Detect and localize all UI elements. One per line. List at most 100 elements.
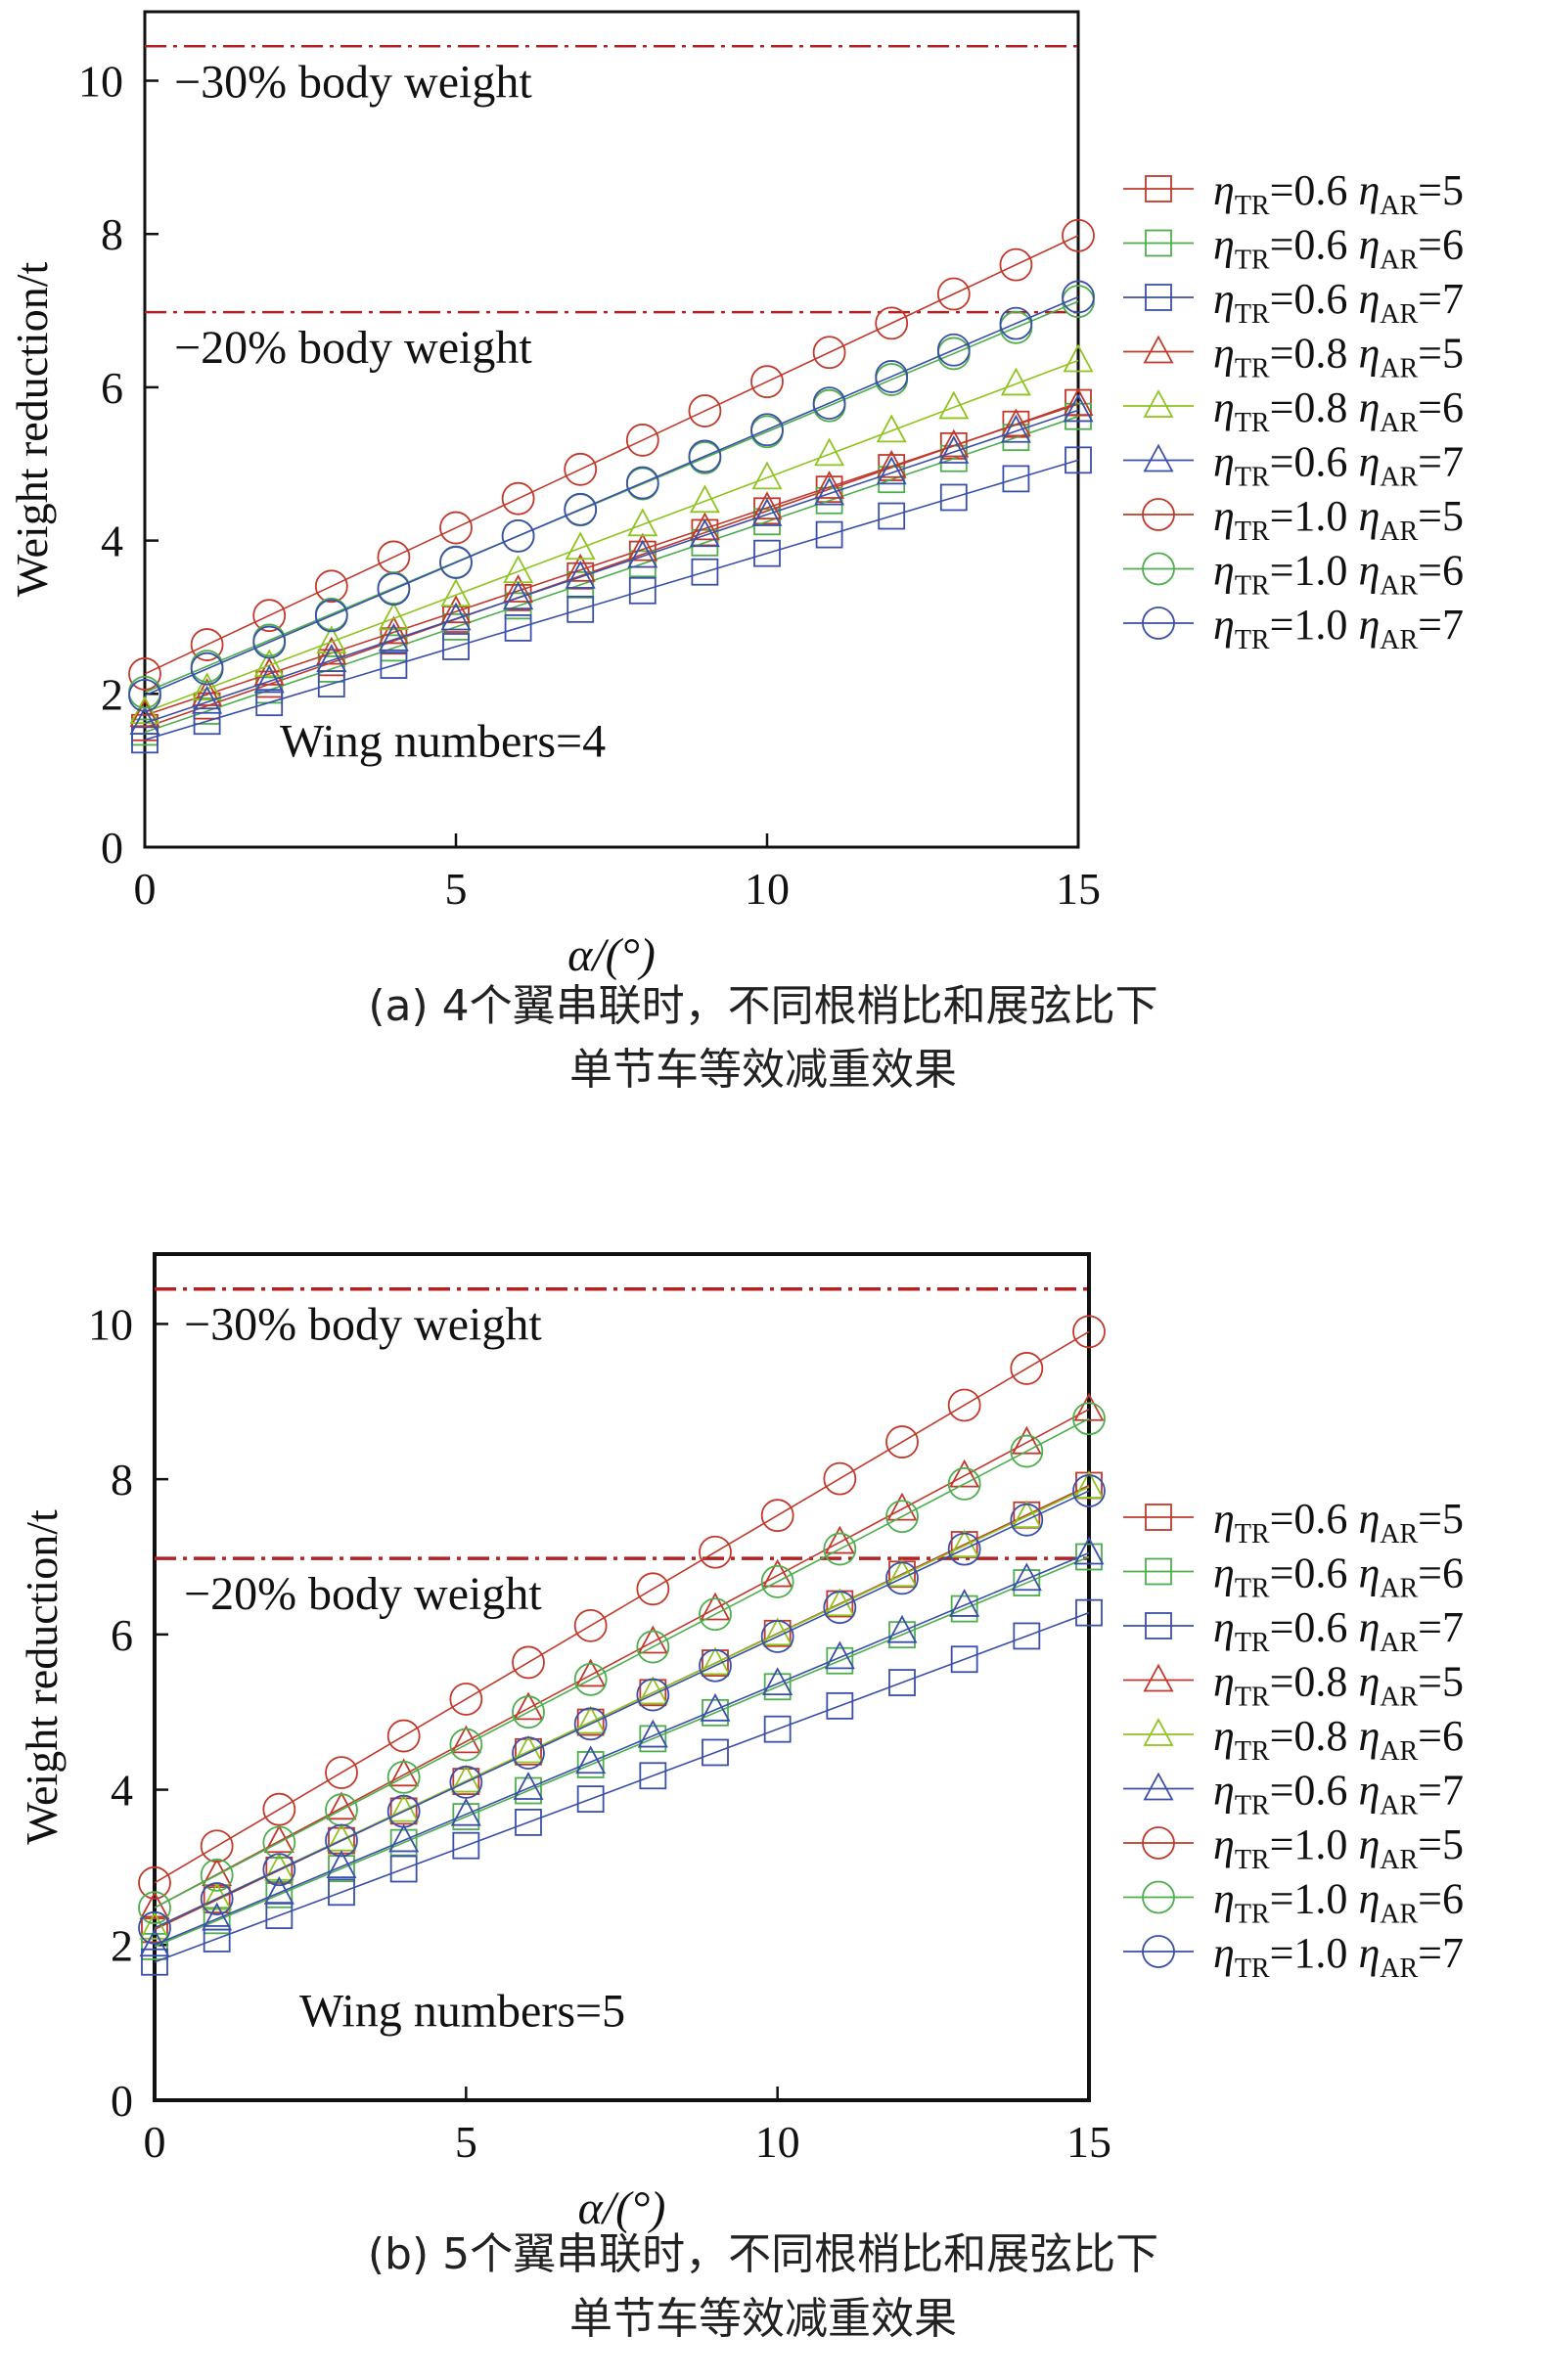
legend-label: ηTR=0.8 ηAR=5 (1213, 330, 1464, 384)
x-axis-label: α/(°) (567, 929, 656, 981)
data-point-square (576, 1708, 605, 1736)
legend-marker-square (1145, 175, 1172, 202)
legend-entry: ηTR=0.6 ηAR=6 (1123, 221, 1464, 276)
data-point-triangle (450, 1725, 481, 1754)
data-point-triangle (886, 1558, 918, 1588)
series-line (144, 359, 1079, 713)
legend-entry: ηTR=1.0 ηAR=7 (1123, 1929, 1464, 1984)
data-point-circle (200, 1882, 234, 1915)
series-line (144, 403, 1079, 716)
legend-entry: ηTR=0.6 ηAR=7 (1123, 438, 1464, 493)
series-line (144, 409, 1079, 724)
data-point-square (691, 558, 719, 586)
legend-marker-square (1145, 229, 1172, 257)
y-tick-label: 0 (101, 823, 123, 873)
legend-marker-circle (1142, 1880, 1175, 1914)
data-point-triangle (450, 1797, 481, 1826)
series-3 (131, 446, 1092, 754)
legend-label: ηTR=0.6 ηAR=6 (1213, 221, 1464, 276)
x-tick-label: 10 (755, 2117, 800, 2167)
data-point-square (452, 1768, 480, 1796)
data-point-triangle (876, 449, 907, 478)
legend-entry: ηTR=1.0 ηAR=7 (1123, 601, 1464, 655)
data-point-circle (885, 1500, 919, 1534)
data-point-circle (512, 1645, 545, 1680)
y-tick-label: 0 (111, 2076, 133, 2126)
figure-caption-line-1: (a) 4个翼串联时，不同根梢比和展弦比下 (368, 981, 1157, 1031)
data-point-circle (760, 1499, 794, 1533)
data-point-triangle (876, 456, 907, 485)
legend-label: ηTR=0.6 ηAR=7 (1213, 438, 1464, 493)
series-6 (139, 1536, 1105, 1957)
data-point-triangle (440, 595, 472, 624)
data-point-triangle (575, 1745, 607, 1774)
data-point-triangle (627, 532, 658, 561)
data-point-circle (625, 466, 659, 500)
data-point-triangle (139, 1928, 170, 1957)
series-9 (138, 1474, 1106, 1945)
data-point-square (815, 520, 843, 549)
data-point-circle (999, 247, 1033, 282)
data-point-triangle (689, 512, 720, 541)
legend-entry: ηTR=0.6 ηAR=5 (1123, 166, 1464, 221)
data-point-triangle (192, 685, 223, 714)
data-point-circle (386, 1760, 421, 1794)
data-point-triangle (1073, 1470, 1105, 1499)
data-point-circle (947, 1388, 981, 1422)
data-point-triangle (949, 1589, 980, 1617)
data-point-triangle (253, 649, 285, 678)
data-point-triangle (263, 1875, 295, 1905)
data-point-circle (699, 1535, 732, 1569)
data-point-circle (262, 1853, 296, 1887)
chart-panel-1: 0 5 10 15 0 2 4 6 8 10 α/(°) Weight reduction/t −30%… (7, 10, 1464, 1095)
data-point-circle (750, 413, 784, 447)
data-point-triangle (1000, 367, 1031, 396)
data-point-circle (190, 628, 224, 661)
figure-caption-line-2: 单节车等效减重效果 (569, 1045, 957, 1095)
data-point-square (888, 1669, 916, 1696)
legend-label: ηTR=0.6 ηAR=5 (1213, 1495, 1464, 1549)
y-tick-label: 4 (111, 1766, 133, 1816)
data-point-circle (750, 365, 784, 399)
data-point-triangle (762, 1558, 793, 1588)
data-point-triangle (575, 1658, 607, 1687)
series-3 (141, 1598, 1103, 1976)
data-point-circle (760, 1564, 794, 1598)
data-point-circle (1072, 1402, 1106, 1436)
data-point-triangle (388, 1823, 420, 1853)
series-1 (141, 1471, 1103, 1944)
data-point-circle (386, 1719, 421, 1753)
data-point-circle (875, 360, 909, 393)
legend-label: ηTR=1.0 ηAR=7 (1213, 601, 1464, 655)
x-tick-label: 10 (745, 864, 790, 914)
data-point-square (1065, 402, 1092, 430)
data-point-square (380, 651, 408, 679)
data-point-square (141, 1932, 168, 1960)
data-point-circle (1062, 218, 1095, 252)
legend-marker-circle (1142, 552, 1175, 586)
legend-entry: ηTR=0.6 ηAR=6 (1123, 1549, 1464, 1604)
data-point-triangle (440, 602, 472, 631)
series-line (144, 295, 1079, 696)
data-point-triangle (1073, 1536, 1105, 1565)
data-point-square (628, 576, 657, 605)
data-point-circle (875, 306, 909, 340)
series-line (154, 1490, 1090, 1929)
data-point-triangle (378, 615, 409, 645)
data-point-triangle (637, 1719, 668, 1748)
legend-label: ηTR=0.6 ηAR=6 (1213, 1549, 1464, 1604)
data-point-circle (564, 492, 598, 526)
series-6 (129, 393, 1094, 735)
data-point-square (888, 1621, 916, 1649)
data-point-square (193, 707, 221, 736)
series-line (154, 1409, 1090, 1908)
data-point-triangle (627, 539, 658, 568)
legend-entry: ηTR=1.0 ηAR=5 (1123, 1820, 1464, 1875)
data-point-triangle (886, 1614, 918, 1643)
data-point-square (203, 1886, 231, 1914)
data-point-circle (885, 1561, 919, 1595)
y-tick-label: 2 (111, 1920, 133, 1970)
data-point-circle (688, 439, 722, 473)
legend-marker-square (1145, 284, 1172, 311)
